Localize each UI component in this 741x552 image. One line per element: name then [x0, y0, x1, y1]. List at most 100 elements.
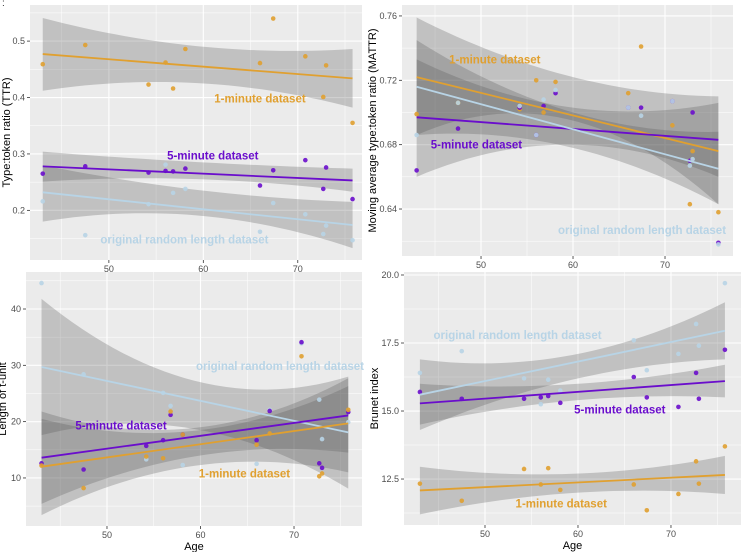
y-tick-label: 20.0 — [381, 270, 399, 280]
x-tick-label: 60 — [195, 530, 205, 540]
confidence-ribbon — [42, 151, 353, 192]
data-point — [303, 157, 308, 163]
data-point — [82, 42, 88, 48]
regression-line — [41, 366, 349, 434]
y-tick-label: 30 — [11, 360, 21, 370]
data-point — [81, 467, 86, 472]
data-point — [257, 60, 263, 66]
data-point — [417, 389, 423, 395]
regression-line — [42, 191, 353, 226]
data-point — [183, 46, 188, 52]
data-point — [533, 78, 539, 83]
x-tick-label: 70 — [289, 530, 299, 540]
confidence-ribbon — [41, 386, 349, 516]
data-point — [558, 388, 563, 393]
data-point — [558, 487, 563, 493]
y-tick-label: 0.68 — [379, 140, 397, 150]
data-point — [638, 105, 644, 110]
regression-line — [42, 53, 353, 80]
data-point — [638, 44, 644, 49]
y-axis-title: Length of t-unit — [0, 362, 9, 435]
y-tick-label: 0.5 — [12, 36, 25, 46]
x-tick-label: 50 — [102, 530, 112, 540]
y-tick-label: 15.0 — [381, 406, 399, 416]
data-point — [257, 183, 263, 188]
y-axis-title: Brunet index — [369, 367, 381, 429]
y-axis-title: Type:token ratio (TTR) — [1, 77, 13, 187]
y-tick-label: 10 — [11, 473, 21, 483]
data-point — [676, 404, 681, 410]
data-point — [40, 199, 46, 204]
data-point — [670, 123, 675, 128]
data-point — [146, 82, 151, 87]
data-point — [716, 209, 721, 215]
data-point — [168, 412, 173, 418]
y-tick-label: 0.3 — [12, 149, 25, 159]
data-point — [414, 168, 419, 173]
data-point — [254, 442, 259, 448]
data-point — [553, 90, 558, 96]
regression-line — [419, 474, 725, 492]
confidence-ribbon — [416, 17, 719, 205]
data-point — [722, 444, 728, 449]
data-point — [693, 321, 699, 327]
data-point — [631, 482, 637, 487]
series-label: 1-minute dataset — [199, 468, 291, 480]
regression-line — [41, 414, 349, 459]
data-point — [320, 231, 326, 237]
data-point — [417, 370, 423, 376]
series-label: 5-minute dataset — [167, 151, 259, 163]
regression-line — [41, 422, 349, 468]
data-point — [168, 403, 173, 409]
data-point — [676, 351, 681, 357]
data-point — [693, 459, 699, 464]
y-tick-label: 12.5 — [381, 474, 399, 484]
data-point — [538, 395, 544, 400]
data-point — [350, 237, 355, 243]
panel-1: 50 60 70 0.2 0.3 0.4 0.5 Type:token ratio (TTR)… — [1, 5, 362, 274]
y-tick-label: 0.72 — [379, 75, 397, 85]
data-point — [299, 354, 304, 359]
data-point — [455, 126, 461, 131]
y-tick-label: 17.5 — [381, 338, 399, 348]
data-point — [687, 163, 693, 168]
data-point — [168, 409, 173, 414]
data-point — [270, 16, 276, 21]
data-point — [696, 481, 702, 486]
data-point — [545, 465, 551, 471]
data-point — [303, 212, 308, 217]
data-point — [696, 343, 702, 349]
data-point — [350, 120, 355, 126]
x-tick-label: 60 — [573, 529, 583, 539]
data-point — [625, 105, 631, 110]
regression-line — [416, 76, 719, 152]
panel-3: 50 60 70 10 20 30 40 Length of t-unit Age origina… — [0, 272, 364, 552]
y-tick-label: 20 — [11, 417, 21, 427]
series-label: original random length dataset — [196, 361, 364, 373]
confidence-ribbon — [419, 455, 725, 515]
data-point — [170, 190, 176, 196]
data-point — [82, 232, 88, 238]
data-point — [345, 407, 351, 413]
data-point — [625, 90, 631, 96]
series-label: 1-minute dataset — [516, 499, 608, 511]
data-point — [541, 110, 546, 115]
data-point — [414, 111, 419, 117]
series-label: original random length dataset — [434, 330, 602, 342]
data-point — [722, 280, 728, 286]
data-point — [676, 491, 681, 497]
data-point — [644, 508, 650, 513]
data-point — [270, 167, 276, 173]
regression-line — [419, 380, 725, 405]
confidence-ribbon — [42, 165, 353, 249]
data-point — [303, 54, 308, 59]
data-point — [316, 473, 322, 479]
x-axis-title: Age — [563, 540, 583, 552]
data-point — [690, 156, 695, 162]
y-tick-label: 0.76 — [379, 11, 397, 21]
data-point — [183, 186, 188, 192]
data-point — [170, 86, 176, 91]
data-point — [533, 132, 539, 138]
